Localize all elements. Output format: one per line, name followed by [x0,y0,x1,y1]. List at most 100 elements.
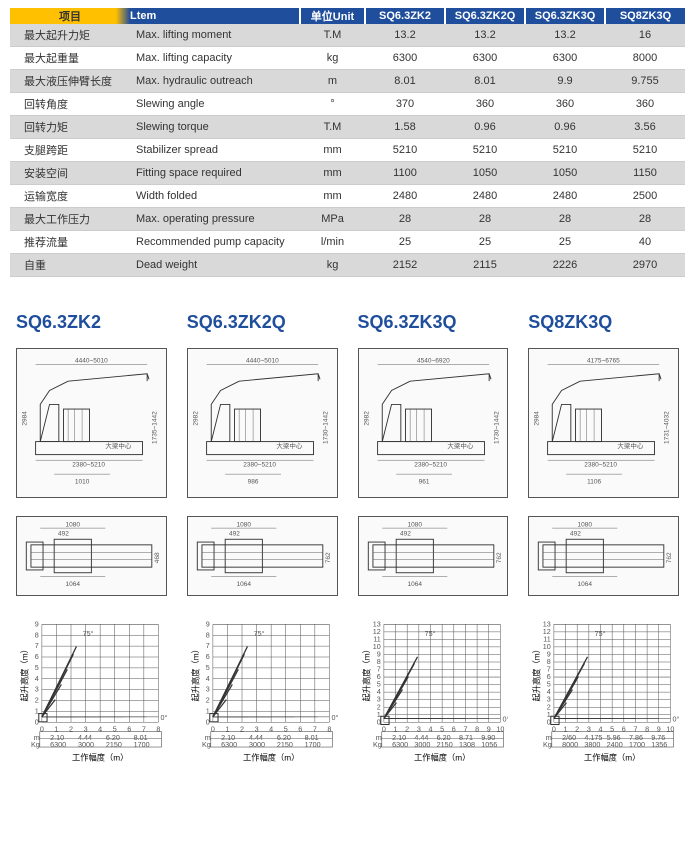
svg-text:2984: 2984 [21,411,28,426]
spec-cell: Width folded [130,185,300,208]
header-unit: 单位Unit [300,8,365,24]
spec-cell: Max. lifting capacity [130,47,300,70]
svg-text:0: 0 [206,717,210,726]
svg-text:9: 9 [206,619,210,628]
svg-text:2: 2 [35,696,39,705]
svg-text:3800: 3800 [585,740,601,749]
svg-text:2982: 2982 [192,411,199,426]
svg-text:8000: 8000 [562,740,578,749]
svg-text:1735~1442: 1735~1442 [151,411,158,444]
top-view-diagram: 1080 492 762 1064 [528,516,679,596]
spec-cell: 6300 [365,47,445,70]
svg-text:492: 492 [570,531,581,538]
spec-cell: 最大工作压力 [10,208,130,231]
svg-text:5: 5 [35,663,39,672]
load-chart: 0123456780123456789 75° 0° mKg2.1063004.… [16,614,167,779]
svg-text:6: 6 [127,725,131,734]
top-view-diagram: 1080 492 468 1064 [16,516,167,596]
spec-cell: Recommended pump capacity [130,231,300,254]
spec-cell: 1.58 [365,116,445,139]
svg-text:0: 0 [552,725,556,734]
svg-text:5: 5 [206,663,210,672]
svg-text:4440~5010: 4440~5010 [246,358,279,365]
spec-cell: 28 [445,208,525,231]
svg-text:大梁中心: 大梁中心 [105,441,131,450]
svg-text:2380~5210: 2380~5210 [243,462,276,469]
spec-cell: mm [300,139,365,162]
load-chart: 0123456780123456789 75° 0° mKg2.1063004.… [187,614,338,779]
header-xm: 项目 [10,8,130,24]
svg-text:3: 3 [35,685,39,694]
svg-text:4: 4 [35,674,39,683]
svg-text:8: 8 [327,725,331,734]
svg-text:Kg: Kg [543,740,552,749]
svg-text:1700: 1700 [134,740,150,749]
svg-text:2: 2 [240,725,244,734]
spec-cell: 5210 [365,139,445,162]
svg-text:13: 13 [543,619,551,628]
svg-text:6: 6 [622,725,626,734]
spec-row: 自重Dead weightkg2152211522262970 [10,254,685,277]
spec-cell: 2480 [365,185,445,208]
svg-text:工作幅度（m）: 工作幅度（m） [243,752,299,762]
svg-text:986: 986 [247,478,258,485]
svg-text:762: 762 [496,552,503,563]
svg-text:4: 4 [98,725,102,734]
svg-text:1080: 1080 [236,521,251,528]
svg-text:6300: 6300 [392,740,408,749]
svg-text:0°: 0° [673,715,679,724]
spec-cell: 25 [525,231,605,254]
spec-cell: 360 [445,93,525,116]
spec-row: 最大液压伸臂长度Max. hydraulic outreachm8.018.01… [10,70,685,93]
spec-cell: kg [300,254,365,277]
spec-cell: Slewing angle [130,93,300,116]
svg-text:起升高度（m）: 起升高度（m） [532,645,542,701]
svg-text:1064: 1064 [236,581,251,588]
svg-text:492: 492 [229,531,240,538]
svg-text:75°: 75° [253,629,264,638]
svg-text:7: 7 [35,641,39,650]
header-model-3: SQ8ZK3Q [605,8,685,24]
svg-text:大梁中心: 大梁中心 [447,441,474,450]
spec-cell: 2152 [365,254,445,277]
svg-text:1056: 1056 [481,740,497,749]
svg-text:492: 492 [400,531,411,538]
spec-cell: 推荐流量 [10,231,130,254]
spec-cell: 1100 [365,162,445,185]
spec-cell: Fitting space required [130,162,300,185]
svg-text:1: 1 [206,706,210,715]
svg-text:1064: 1064 [407,581,422,588]
side-view-diagram: 4440~5010 2982 1730~1442 2380~5210 大梁中心 … [187,348,338,498]
spec-cell: 支腿跨距 [10,139,130,162]
svg-text:3000: 3000 [249,740,265,749]
spec-cell: 25 [365,231,445,254]
svg-text:1731~4032: 1731~4032 [664,411,671,444]
svg-text:0: 0 [40,725,44,734]
svg-text:492: 492 [58,531,69,538]
spec-cell: 3.56 [605,116,685,139]
spec-cell: 安装空间 [10,162,130,185]
svg-text:0°: 0° [160,713,166,722]
svg-text:6300: 6300 [221,740,237,749]
spec-cell: mm [300,185,365,208]
spec-cell: 25 [445,231,525,254]
svg-text:起升高度（m）: 起升高度（m） [361,645,371,701]
svg-text:起升高度（m）: 起升高度（m） [190,645,200,701]
spec-cell: Slewing torque [130,116,300,139]
spec-row: 支腿跨距Stabilizer spreadmm5210521052105210 [10,139,685,162]
spec-cell: 1050 [525,162,605,185]
spec-cell: 2480 [445,185,525,208]
svg-text:2150: 2150 [106,740,122,749]
svg-text:1730~1442: 1730~1442 [493,411,500,444]
svg-text:762: 762 [666,552,673,563]
spec-cell: 13.2 [445,24,525,47]
spec-cell: 5210 [605,139,685,162]
svg-text:0°: 0° [502,715,508,724]
spec-cell: Stabilizer spread [130,139,300,162]
svg-text:6300: 6300 [50,740,66,749]
svg-text:3000: 3000 [414,740,430,749]
spec-cell: 360 [525,93,605,116]
svg-text:4540~6920: 4540~6920 [417,358,450,365]
header-model-1: SQ6.3ZK2Q [445,8,525,24]
spec-cell: 5210 [445,139,525,162]
